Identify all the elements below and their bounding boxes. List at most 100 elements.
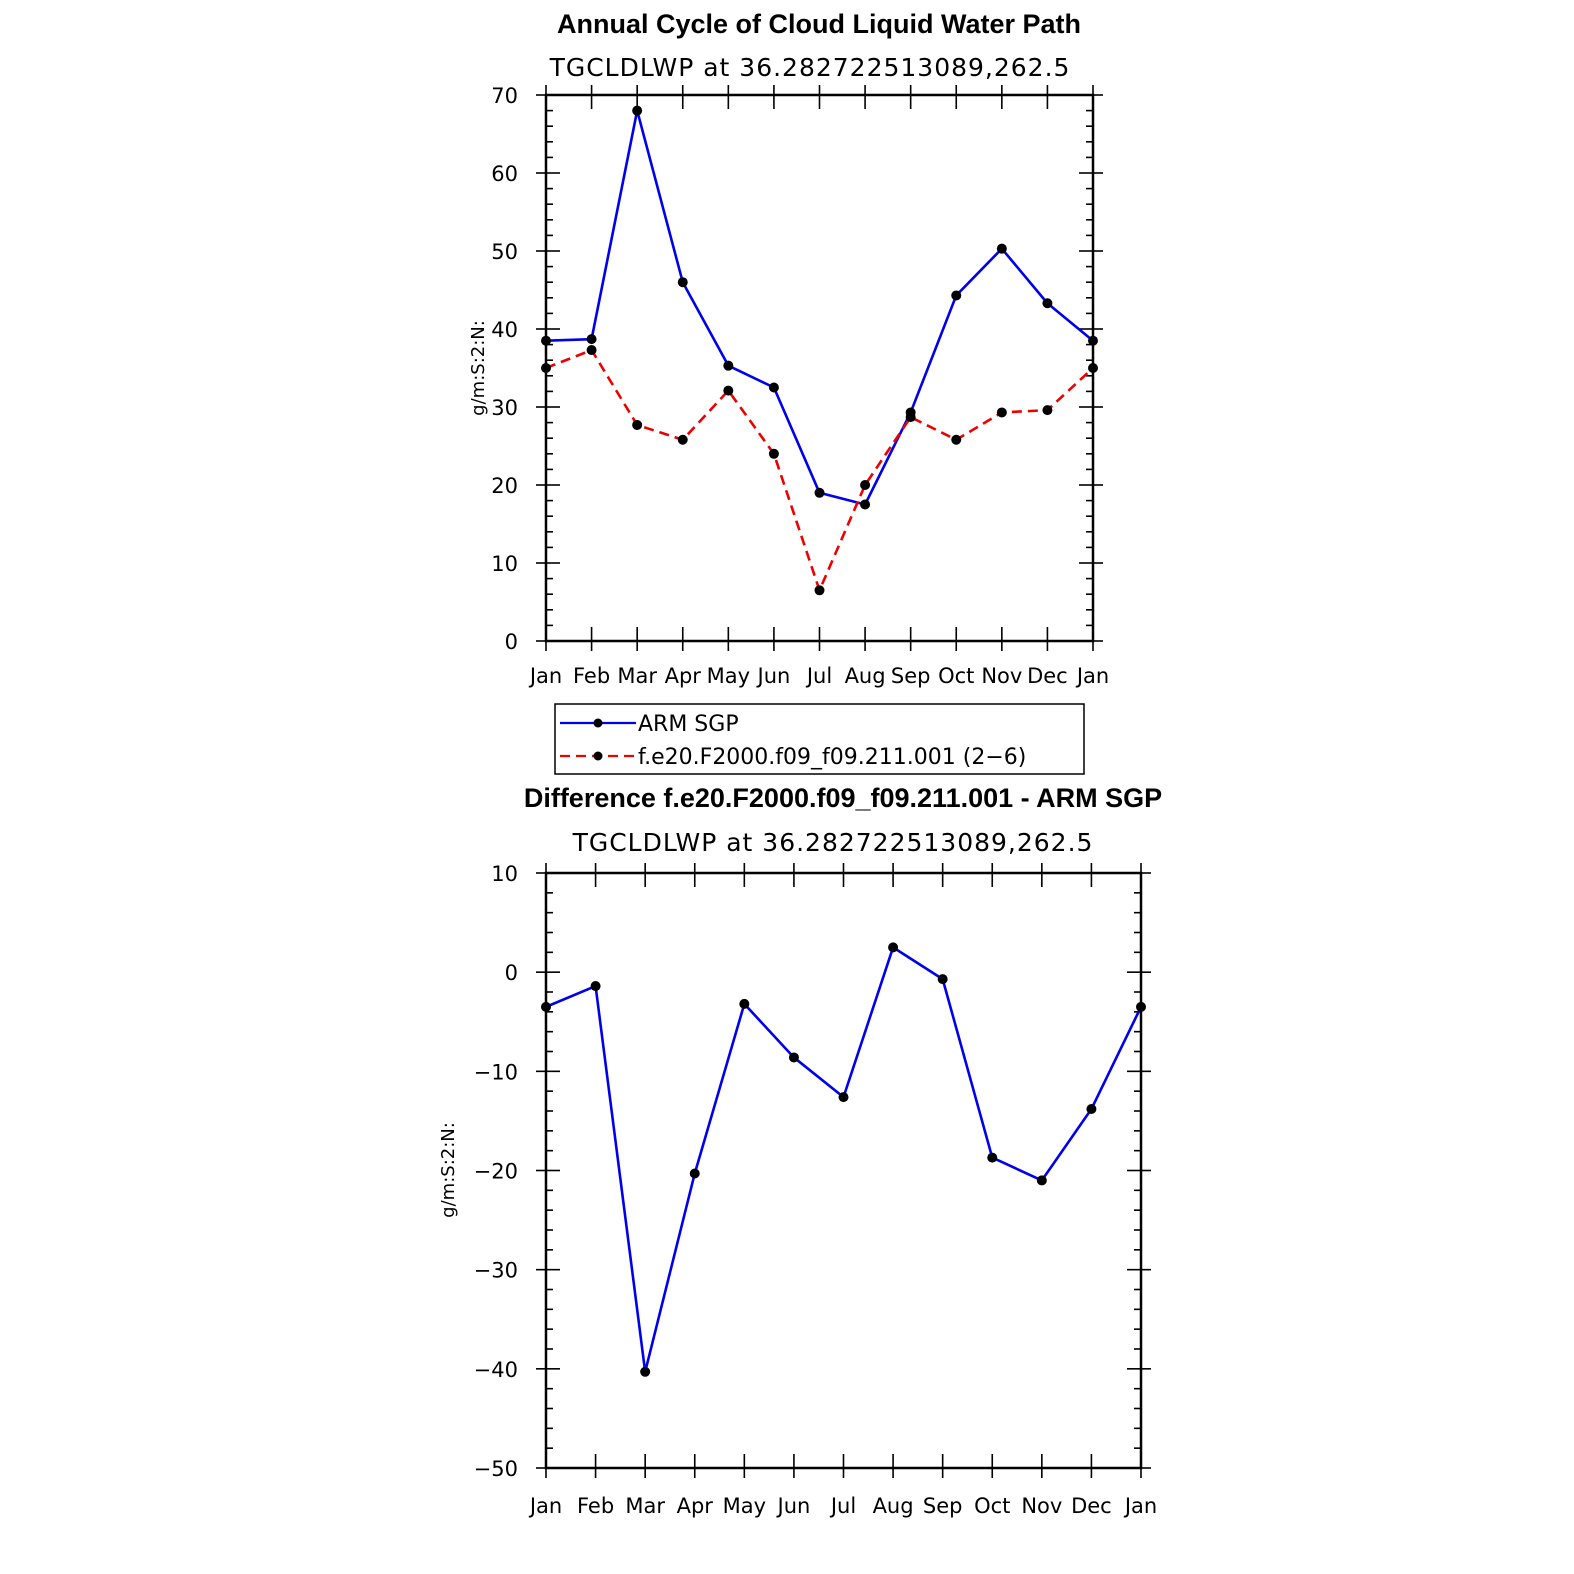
chart-subtitle: TGCLDLWP at 36.282722513089,262.5 (549, 53, 1071, 82)
y-tick-label: −20 (474, 1160, 518, 1184)
data-point (888, 942, 899, 953)
data-point (1088, 335, 1098, 346)
series-line-0 (545, 946, 1143, 1374)
plot-frame: −50 −40 −30 −20 −10 0 10 Jan Feb Mar Apr May Jun Jul A… (474, 862, 1158, 1518)
y-tick-label: 40 (491, 318, 518, 342)
x-tick-label: Aug (873, 1494, 914, 1518)
x-tick-label: Feb (577, 1494, 614, 1518)
data-point (996, 407, 1007, 418)
data-point (987, 1152, 998, 1163)
data-point (632, 419, 643, 430)
legend: ARM SGP f.e20.F2000.f09_f09.211.001 (2−6… (554, 703, 1085, 775)
y-tick-label: −10 (474, 1060, 518, 1084)
y-tick-label: 50 (491, 240, 518, 264)
series-group (541, 942, 1146, 1377)
chart-title: Difference f.e20.F2000.f09_f09.211.001 -… (524, 783, 1162, 813)
data-point (768, 382, 779, 393)
x-tick-label: Sep (923, 1494, 963, 1518)
data-point (860, 480, 871, 490)
y-tick-label: 10 (491, 862, 518, 886)
data-point (1036, 1175, 1047, 1186)
data-point (951, 290, 962, 301)
legend-label-model: f.e20.F2000.f09_f09.211.001 (2−6) (638, 745, 1026, 770)
series-line-0 (545, 109, 1094, 506)
data-point (814, 585, 825, 596)
data-point (1042, 298, 1053, 309)
x-tick-label: Jun (756, 664, 791, 688)
x-tick-label: Aug (845, 664, 886, 688)
y-axis-label: g/m:S:2:N: (438, 1122, 459, 1218)
data-point (937, 974, 948, 985)
data-point (739, 998, 750, 1009)
plot-frame: 0 10 20 30 40 50 60 70 Jan Feb Mar Apr May Jun Jul Aug S… (491, 84, 1109, 688)
x-tick-label: Nov (1021, 1494, 1062, 1518)
series-group (541, 105, 1098, 596)
y-tick-label: −30 (474, 1259, 518, 1283)
x-tick-label: May (707, 664, 750, 688)
data-point (788, 1052, 799, 1063)
x-tick-label: Dec (1071, 1494, 1112, 1518)
y-tick-label: 70 (491, 84, 518, 108)
x-tick-label: Jul (829, 1494, 856, 1518)
legend-box (554, 703, 1085, 775)
y-tick-label: 0 (505, 630, 518, 654)
x-tick-label: Mar (617, 664, 657, 688)
y-tick-label: 60 (491, 162, 518, 186)
data-point (951, 434, 962, 445)
x-tick-label: Jan (528, 664, 562, 688)
x-tick-label: May (723, 1494, 766, 1518)
data-point (586, 345, 597, 356)
data-point (723, 385, 734, 396)
data-point (838, 1092, 849, 1103)
y-tick-label: −40 (474, 1358, 518, 1382)
series-line-1 (545, 348, 1094, 592)
x-tick-label: Sep (891, 664, 931, 688)
x-tick-label: Oct (974, 1494, 1010, 1518)
y-tick-label: 0 (505, 961, 518, 985)
annual-cycle-chart: Annual Cycle of Cloud Liquid Water Path … (468, 9, 1109, 775)
data-point (590, 981, 601, 992)
data-point (677, 434, 688, 445)
data-point (814, 487, 825, 498)
plot-border (544, 93, 1095, 643)
data-point (723, 360, 734, 371)
x-tick-label: Nov (981, 664, 1022, 688)
data-point (1086, 1104, 1097, 1115)
y-tick-label: −50 (474, 1457, 518, 1481)
data-point (1088, 363, 1098, 373)
data-point (640, 1366, 651, 1377)
legend-marker-arm-sgp (593, 718, 603, 728)
y-tick-label: 10 (491, 552, 518, 576)
y-axis-label: g/m:S:2:N: (468, 320, 489, 416)
x-tick-label: Dec (1027, 664, 1068, 688)
data-point (768, 448, 779, 459)
plot-border (544, 871, 1143, 1470)
x-tick-label: Jul (805, 664, 832, 688)
x-tick-label: Apr (677, 1494, 714, 1518)
data-point (1136, 1001, 1146, 1012)
legend-marker-model (593, 751, 603, 761)
data-point (541, 335, 551, 346)
x-tick-label: Jan (528, 1494, 562, 1518)
data-point (1042, 405, 1053, 416)
legend-label-arm-sgp: ARM SGP (638, 712, 739, 737)
y-tick-label: 30 (491, 396, 518, 420)
data-point (689, 1168, 700, 1179)
x-tick-label: Oct (938, 664, 974, 688)
data-point (541, 1001, 551, 1012)
x-tick-label: Feb (573, 664, 610, 688)
chart-title: Annual Cycle of Cloud Liquid Water Path (557, 9, 1081, 39)
difference-chart: Difference f.e20.F2000.f09_f09.211.001 -… (438, 783, 1162, 1518)
data-point (677, 277, 688, 288)
x-tick-label: Apr (665, 664, 702, 688)
data-point (905, 412, 916, 423)
data-point (541, 363, 551, 373)
x-tick-label: Mar (625, 1494, 665, 1518)
x-tick-label: Jan (1123, 1494, 1157, 1518)
data-point (996, 243, 1007, 254)
data-point (586, 334, 597, 345)
y-tick-label: 20 (491, 474, 518, 498)
data-point (632, 105, 643, 116)
x-tick-label: Jan (1075, 664, 1109, 688)
